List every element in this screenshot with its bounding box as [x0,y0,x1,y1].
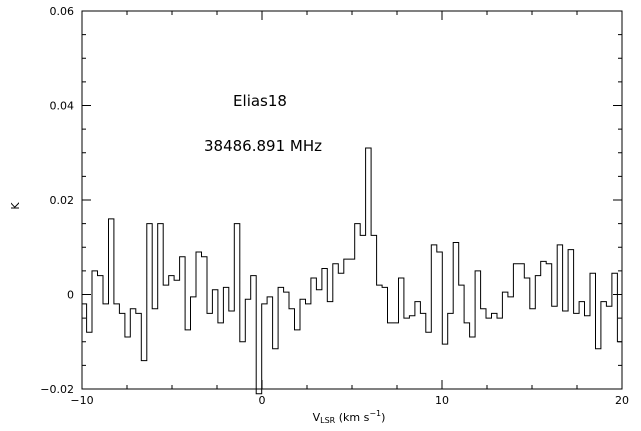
x-axis-label-exponent: −1 [369,409,381,418]
x-tick-label: 20 [615,394,629,407]
plot-border [81,10,623,390]
x-tick-label: 10 [435,394,449,407]
y-tick-label: 0.02 [50,194,75,207]
x-tick-labels: −10 0 10 20 [70,394,629,407]
frequency-annotation: 38486.891 MHz [204,137,322,155]
y-tick-label: 0 [67,289,74,302]
x-axis-label-subscript: LSR [320,416,336,425]
y-tick-labels: −0.02 0 0.02 0.04 0.06 [40,5,74,396]
x-axis-label-main: V [313,411,321,424]
y-tick-label: 0.06 [50,5,75,18]
spectrum-step-line [82,147,622,395]
y-tick-label: −0.02 [40,383,74,396]
plot-frame [81,10,623,390]
x-axis-label-close: ) [381,411,385,424]
x-axis-label: VLSR (km s−1) [313,409,386,425]
x-tick-label: −10 [70,394,93,407]
y-tick-label: 0.04 [50,100,75,113]
y-axis-label: K [9,202,22,210]
x-tick-label: 0 [259,394,266,407]
x-axis-label-unit: (km s [335,411,369,424]
source-name-annotation: Elias18 [233,92,287,110]
axis-ticks [81,10,623,390]
